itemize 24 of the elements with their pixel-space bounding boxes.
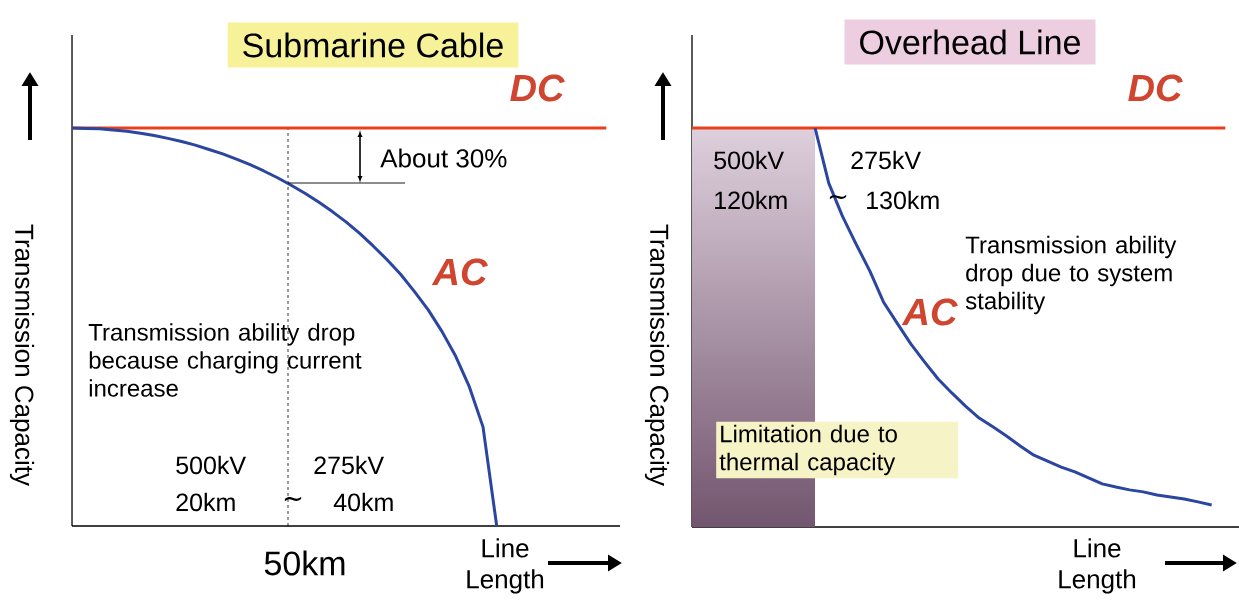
annotation: 40km <box>333 492 393 512</box>
annotation: 500kV <box>714 150 784 170</box>
annotation: ∼ <box>284 496 302 502</box>
annotation: About 30% <box>380 148 507 168</box>
annotation: Limitation due to thermal capacity <box>719 424 897 476</box>
annotation: 275kV <box>314 455 384 475</box>
series-label: DC <box>1128 74 1183 102</box>
series-label: DC <box>510 74 565 102</box>
annotation: 20km <box>176 492 235 512</box>
y-axis-title: Transmission Capacity <box>9 224 35 486</box>
annotation: 120km <box>715 190 787 210</box>
x-axis-title: Line Length <box>467 538 544 594</box>
annotation: Transmission ability drop because charging current increase <box>88 323 362 397</box>
y-axis-title: Transmission Capacity <box>644 224 670 486</box>
chart-title: Overhead Line <box>860 29 1080 55</box>
series-label: AC <box>901 298 958 326</box>
annotation: 500kV <box>176 455 246 475</box>
series-label: AC <box>431 258 488 286</box>
annotation: 275kV <box>851 150 921 170</box>
chart-title: Submarine Cable <box>243 32 503 58</box>
annotation: 130km <box>867 190 939 210</box>
x-axis-title: Line Length <box>1059 538 1136 594</box>
annotation: Transmission ability drop due to system stability <box>965 235 1177 315</box>
text: 50km <box>264 550 345 576</box>
